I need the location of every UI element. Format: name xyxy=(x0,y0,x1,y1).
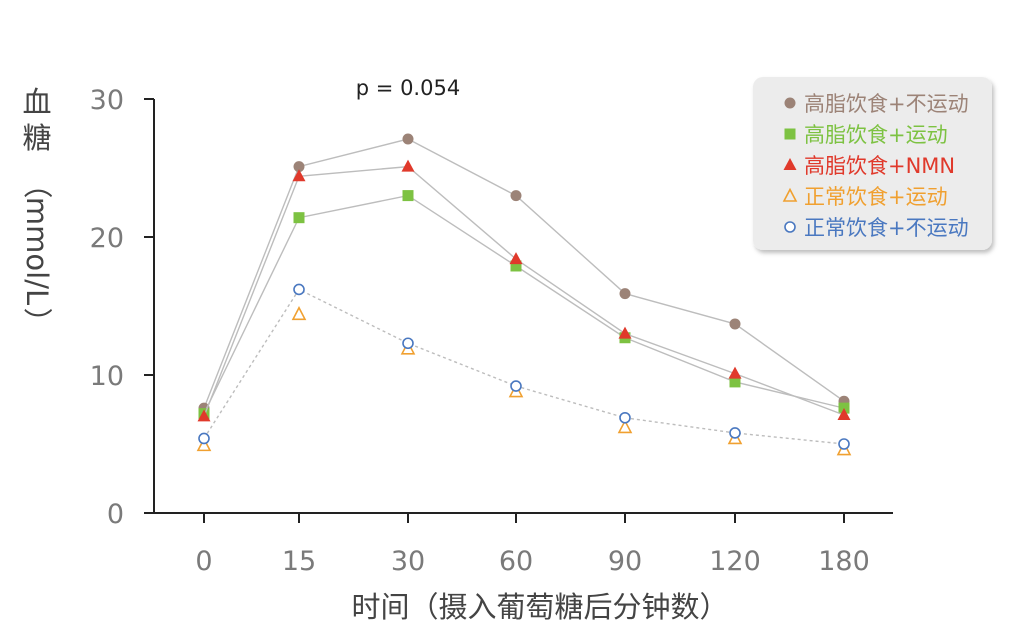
data-point xyxy=(618,326,632,339)
legend-box xyxy=(753,77,992,250)
data-point xyxy=(292,169,306,182)
data-point xyxy=(198,432,210,445)
data-point xyxy=(402,133,414,145)
series-0 xyxy=(198,133,850,414)
x-tick-label: 120 xyxy=(709,546,761,577)
series-1 xyxy=(198,190,850,420)
y-tick-label: 10 xyxy=(90,361,124,392)
y-title-paren: ） xyxy=(20,307,54,336)
data-point xyxy=(402,190,414,202)
x-ticks: 0 15 30 60 90 120 180 xyxy=(195,513,870,577)
y-title-char: 糖 xyxy=(22,121,51,155)
x-tick-label: 60 xyxy=(499,546,533,577)
series-layer xyxy=(196,133,852,456)
data-point xyxy=(402,337,414,350)
data-point xyxy=(196,437,212,452)
x-tick-label: 0 xyxy=(195,546,212,577)
series-line xyxy=(203,288,845,445)
data-point xyxy=(729,376,741,388)
x-tick-label: 90 xyxy=(608,546,642,577)
legend-label: 正常饮食+不运动 xyxy=(804,216,969,240)
data-point xyxy=(401,159,415,172)
y-tick-label: 0 xyxy=(107,499,124,530)
legend-marker xyxy=(784,221,796,233)
legend-marker xyxy=(783,158,797,170)
legend-marker xyxy=(784,97,796,109)
axes xyxy=(153,99,893,514)
data-point xyxy=(510,380,522,392)
data-point xyxy=(509,252,523,265)
data-point xyxy=(838,438,850,450)
x-axis-title: 时间（摄入葡萄糖后分钟数） xyxy=(351,590,728,624)
data-point xyxy=(197,409,211,422)
legend-marker xyxy=(784,128,796,140)
x-tick-label: 180 xyxy=(818,546,870,577)
y-title-paren: （ xyxy=(20,169,54,198)
x-tick-label: 15 xyxy=(282,546,316,577)
y-title-unit: mmol/L xyxy=(20,197,54,305)
y-tick-label: 30 xyxy=(90,85,124,116)
data-point xyxy=(291,306,307,321)
p-value-annotation: p = 0.054 xyxy=(356,76,460,100)
data-point xyxy=(729,427,741,439)
legend-marker xyxy=(782,187,798,202)
data-point xyxy=(617,419,633,434)
data-point xyxy=(293,283,305,296)
data-point xyxy=(619,288,631,300)
legend-label: 高脂饮食+NMN xyxy=(804,154,955,178)
data-point xyxy=(619,411,631,424)
data-point xyxy=(510,190,522,202)
data-point xyxy=(728,366,742,379)
series-3 xyxy=(196,306,852,456)
x-tick-label: 30 xyxy=(391,546,425,577)
series-line xyxy=(203,194,845,414)
y-title-char: 血 xyxy=(22,85,51,119)
data-point xyxy=(729,318,741,330)
y-tick-label: 20 xyxy=(90,223,124,254)
series-4 xyxy=(198,283,850,450)
data-point xyxy=(293,161,305,173)
legend-label: 高脂饮食+不运动 xyxy=(804,92,969,116)
y-ticks: 0 10 20 30 xyxy=(90,85,154,530)
y-axis-title: 血 糖 （ mmol/L ） xyxy=(20,85,54,337)
legend-label: 正常饮食+运动 xyxy=(804,185,948,209)
data-point xyxy=(293,212,305,224)
series-2 xyxy=(197,159,851,422)
data-point xyxy=(510,260,522,272)
legend-label: 高脂饮食+运动 xyxy=(804,123,948,147)
data-point xyxy=(837,408,851,421)
